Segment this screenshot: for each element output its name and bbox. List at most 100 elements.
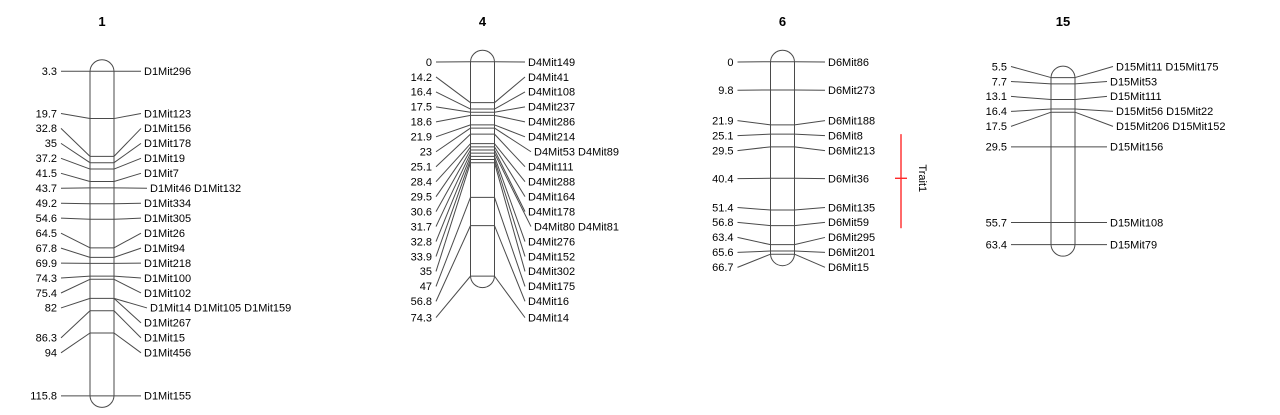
marker-label: D15Mit53	[1110, 76, 1157, 88]
marker-connector	[113, 247, 142, 258]
marker-label: D4Mit286	[528, 117, 575, 129]
position-connector	[737, 221, 771, 227]
marker-connector	[494, 159, 526, 257]
marker-connector	[794, 250, 826, 253]
marker-label: D1Mit155	[144, 391, 191, 403]
position-label: 3.3	[42, 66, 57, 78]
marker-label: D6Mit201	[828, 247, 875, 259]
marker-label: D4Mit214	[528, 132, 575, 144]
position-connector	[1010, 95, 1052, 101]
position-label: 35	[45, 138, 57, 150]
position-label: 21.9	[411, 132, 432, 144]
position-label: 40.4	[712, 173, 733, 185]
chromosome-capsule	[770, 49, 795, 267]
position-connector	[737, 206, 771, 211]
marker-label: D1Mit218	[144, 258, 191, 270]
position-connector	[60, 247, 91, 258]
position-label: 115.8	[30, 391, 57, 403]
marker-connector	[113, 297, 142, 324]
position-label: 35	[420, 266, 432, 278]
marker-label: D6Mit135	[828, 202, 875, 214]
position-label: 13.1	[986, 91, 1007, 103]
marker-connector	[494, 162, 526, 272]
chromosome-title: 6	[779, 14, 786, 29]
position-label: 74.3	[411, 312, 432, 324]
position-connector	[435, 152, 471, 227]
marker-label: D4Mit108	[528, 87, 575, 99]
position-label: 9.8	[718, 85, 733, 97]
marker-label: D1Mit19	[144, 153, 185, 165]
marker-connector	[494, 76, 526, 104]
position-connector	[435, 143, 471, 182]
marker-label: D4Mit152	[528, 251, 575, 263]
chromosome-title: 1	[98, 14, 105, 29]
position-label: 67.8	[36, 243, 57, 255]
chromosome-title: 4	[479, 14, 487, 29]
marker-connector	[494, 133, 526, 168]
marker-label: D6Mit15	[828, 262, 869, 274]
chromosome-capsule	[89, 59, 115, 408]
position-label: 29.5	[712, 145, 733, 157]
position-label: 69.9	[36, 258, 57, 270]
marker-connector	[494, 149, 526, 212]
marker-label: D1Mit267	[144, 318, 191, 330]
position-label: 31.7	[411, 221, 432, 233]
marker-label: D15Mit56 D15Mit22	[1116, 106, 1213, 118]
marker-connector	[1074, 111, 1114, 127]
position-connector	[435, 124, 471, 138]
position-connector	[60, 217, 91, 220]
marker-connector	[794, 146, 826, 152]
position-label: 64.5	[36, 228, 57, 240]
position-connector	[435, 197, 471, 287]
marker-connector	[794, 120, 826, 126]
position-connector	[435, 162, 471, 272]
marker-label: D1Mit14 D1Mit105 D1Mit159	[150, 303, 291, 315]
marker-label: D6Mit59	[828, 217, 869, 229]
position-connector	[60, 128, 91, 157]
position-connector	[435, 91, 471, 110]
marker-connector	[794, 206, 826, 211]
position-connector	[737, 250, 771, 253]
marker-label: D6Mit86	[828, 57, 869, 69]
position-label: 25.1	[712, 130, 733, 142]
marker-connector	[494, 124, 526, 138]
position-connector	[1010, 80, 1052, 85]
position-connector	[435, 106, 471, 113]
position-label: 18.6	[411, 117, 432, 129]
marker-connector	[494, 146, 526, 197]
position-connector	[435, 225, 471, 302]
marker-label: D1Mit334	[144, 198, 191, 210]
chromosome-capsule	[1050, 65, 1076, 257]
marker-connector	[113, 112, 142, 120]
marker-label: D6Mit188	[828, 115, 875, 127]
marker-label: D1Mit178	[144, 138, 191, 150]
marker-label: D1Mit94	[144, 243, 185, 255]
marker-connector	[794, 221, 826, 227]
marker-connector	[494, 91, 526, 110]
position-label: 63.4	[712, 232, 733, 244]
position-connector	[60, 297, 91, 309]
marker-label: D15Mit108	[1110, 217, 1163, 229]
position-label: 23	[420, 147, 432, 159]
position-connector	[60, 332, 91, 354]
marker-label: D4Mit175	[528, 281, 575, 293]
marker-connector	[113, 172, 142, 182]
position-connector	[60, 112, 91, 120]
position-label: 41.5	[36, 168, 57, 180]
position-connector	[737, 236, 771, 246]
position-label: 37.2	[36, 153, 57, 165]
position-connector	[60, 157, 91, 170]
marker-label: D4Mit149	[528, 57, 575, 69]
marker-label: D6Mit8	[828, 130, 863, 142]
chromosome-capsule	[470, 49, 495, 289]
marker-label: D15Mit206 D15Mit152	[1116, 121, 1225, 133]
position-label: 33.9	[411, 251, 432, 263]
marker-connector	[113, 332, 142, 354]
marker-connector	[113, 157, 142, 170]
marker-connector	[113, 278, 142, 294]
position-label: 32.8	[36, 123, 57, 135]
marker-label: D4Mit164	[528, 191, 575, 203]
marker-label: D4Mit237	[528, 102, 575, 114]
chromosome-group-4: 4 0 D4Mit149 14.2 D4Mit41 16.4 D4Mit108 17.5 D4M…	[411, 14, 619, 324]
